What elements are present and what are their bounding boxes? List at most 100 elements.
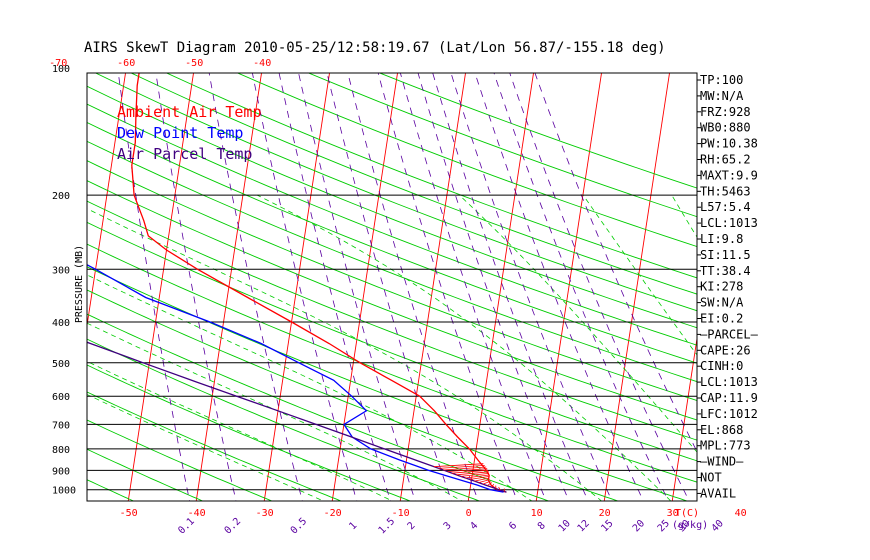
isotherm-line	[331, 73, 398, 501]
cape-hatch-line	[469, 476, 489, 480]
bottom-axis-unit-label: T(C)	[675, 508, 699, 519]
sounding-index-item: KI:278	[700, 280, 743, 294]
sounding-index-item: MPL:773	[700, 439, 751, 453]
moist-adiabat-line	[87, 274, 533, 501]
cape-hatch-line	[451, 469, 489, 474]
y-axis-label: PRESSURE (MB)	[74, 245, 85, 323]
parcel-profile	[87, 341, 507, 493]
isotherm-line	[807, 49, 870, 507]
sounding-index-item: AVAIL	[700, 486, 736, 500]
isotherm-line	[263, 73, 330, 501]
sounding-index-item: MAXT:9.9	[700, 168, 758, 182]
pressure-tick-label: 100	[52, 64, 70, 75]
mixing-ratio-tick-label: 6	[507, 520, 519, 532]
pressure-tick-label: 600	[52, 392, 70, 403]
moist-adiabat-line	[87, 394, 325, 501]
mixing-ratio-tick-label: 12	[576, 518, 592, 534]
top-temperature-tick-label: -40	[253, 58, 271, 69]
sounding-index-item: CAP:11.9	[700, 391, 758, 405]
sounding-index-item: SI:11.5	[700, 248, 751, 262]
sounding-index-item: FRZ:928	[700, 105, 751, 119]
cape-hatch-line	[460, 473, 490, 477]
pressure-tick-label: 200	[52, 191, 70, 202]
pressure-tick-label: 700	[52, 420, 70, 431]
sounding-index-item: CINH:0	[700, 359, 743, 373]
mixing-ratio-tick-label: 0.2	[223, 516, 244, 537]
sounding-index-item: MW:N/A	[700, 89, 744, 103]
mixing-ratio-tick-label: 20	[631, 518, 647, 534]
dry-adiabat-line	[87, 448, 204, 501]
mixing-ratio-tick-label: 1	[347, 520, 359, 532]
sounding-index-item: LCL:1013	[700, 216, 758, 230]
dry-adiabat-line	[87, 221, 697, 462]
dry-adiabat-line	[87, 364, 412, 501]
bottom-temperature-tick-label: 40	[735, 508, 747, 519]
isotherm-line	[399, 73, 466, 501]
mixing-ratio-line	[432, 73, 589, 501]
sounding-index-item: PW:10.38	[700, 137, 758, 151]
dry-adiabat-line	[87, 313, 551, 501]
mixing-ratio-tick-label: 4	[468, 520, 480, 532]
mixing-ratio-line	[326, 73, 453, 501]
legend-entry: Dew Point Temp	[117, 124, 243, 142]
isotherm-line	[195, 73, 262, 501]
chart-title: AIRS SkewT Diagram 2010-05-25/12:58:19.6…	[84, 40, 666, 56]
mixing-ratio-tick-label: 1.5	[377, 516, 398, 537]
mixing-ratio-line	[208, 73, 303, 501]
moist-adiabat-line	[87, 208, 603, 501]
legend-entry: Ambient Air Temp	[117, 103, 262, 121]
cape-hatch-line	[474, 477, 489, 482]
mixing-ratio-tick-label: 10	[557, 518, 573, 534]
mixing-ratio-tick-label: 0.1	[176, 516, 197, 537]
dry-adiabat-line	[130, 73, 697, 295]
cape-hatch-line	[482, 480, 491, 485]
top-temperature-tick-label: -50	[185, 58, 203, 69]
sounding-index-item: —WIND—	[700, 455, 744, 469]
dry-adiabat-line	[87, 121, 697, 364]
moist-adiabat-line	[746, 195, 870, 507]
dry-adiabat-line	[236, 73, 697, 248]
cape-hatch-line	[478, 479, 490, 483]
sounding-index-item: LCL:1013	[700, 375, 758, 389]
mixing-ratio-line	[377, 73, 518, 501]
isotherm-line	[603, 73, 670, 501]
top-temperature-tick-label: -70	[49, 58, 67, 69]
mixing-ratio-tick-label: 25	[656, 518, 672, 534]
dry-adiabat-line	[87, 85, 697, 329]
mixing-ratio-tick-label: 2	[406, 520, 418, 532]
mixing-ratio-tick-label: 8	[536, 520, 548, 532]
sounding-index-item: —PARCEL—	[700, 327, 759, 341]
mixing-ratio-tick-label: 40	[710, 518, 726, 534]
mixing-ratio-line	[417, 73, 570, 501]
mixing-ratio-tick-label: 0.5	[289, 516, 310, 537]
mixing-ratio-line	[399, 73, 547, 501]
isotherm-line	[671, 335, 697, 501]
mixing-ratio-line	[534, 73, 697, 453]
bottom-temperature-tick-label: 30	[667, 508, 679, 519]
grid-layer	[0, 49, 870, 507]
profile-layer	[87, 73, 507, 493]
cape-hatch-line	[443, 466, 487, 471]
mixing-ratio-line	[155, 73, 237, 501]
pressure-tick-label: 1000	[52, 486, 76, 497]
moist-adiabat-line	[582, 194, 697, 356]
cape-hatch	[433, 463, 506, 492]
pressure-tick-label: 500	[52, 359, 70, 370]
mixing-ratio-unit-label: (g/kg)	[672, 520, 708, 531]
mixing-ratio-line	[117, 73, 190, 501]
isotherm-line	[0, 49, 61, 507]
sounding-index-item: TH:5463	[700, 184, 751, 198]
mixing-ratio-line	[278, 73, 391, 501]
cape-hatch-line	[498, 486, 501, 491]
sounding-index-item: LFC:1012	[700, 407, 758, 421]
cape-hatch-line	[438, 465, 485, 469]
bottom-temperature-tick-label: -40	[188, 508, 206, 519]
bottom-temperature-tick-label: -50	[120, 508, 138, 519]
mixing-ratio-line	[509, 73, 690, 501]
sounding-index-item: L57:5.4	[700, 200, 751, 214]
dewpoint-profile	[87, 263, 504, 493]
legend-entry: Air Parcel Temp	[117, 145, 252, 163]
bottom-temperature-tick-label: 0	[466, 508, 472, 519]
dry-adiabat-line	[87, 103, 697, 346]
sounding-index-item: EL:868	[700, 423, 743, 437]
